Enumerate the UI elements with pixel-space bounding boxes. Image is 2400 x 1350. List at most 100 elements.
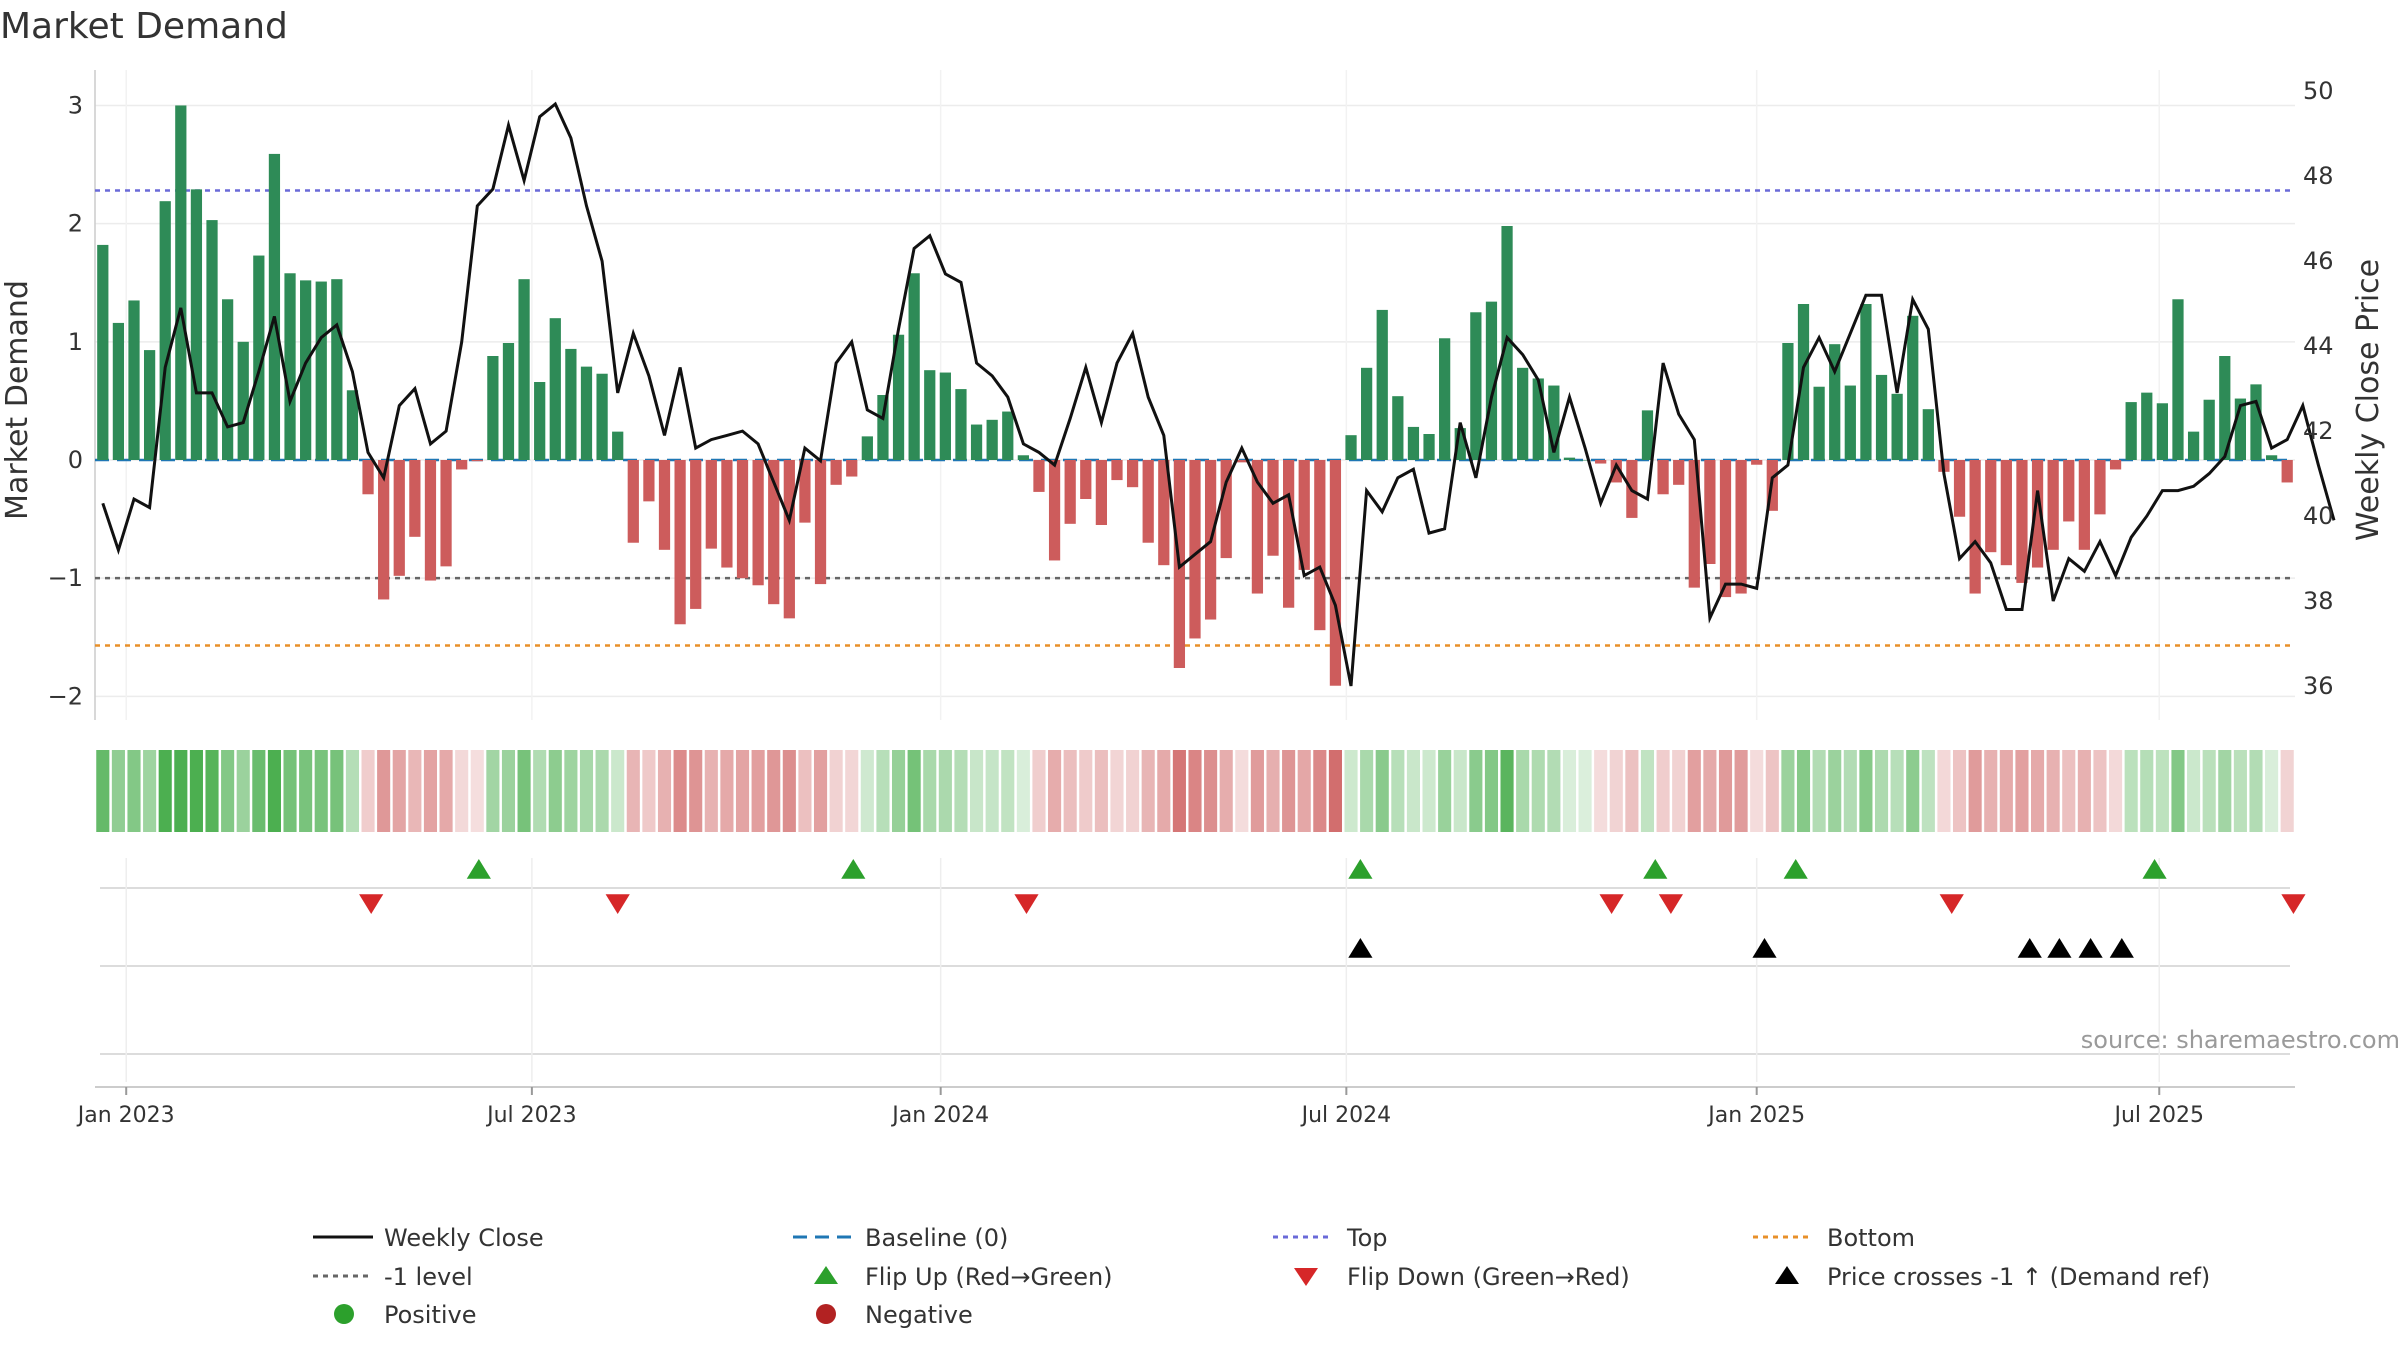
heat-cell (1952, 750, 1967, 832)
demand-bar (799, 460, 811, 523)
demand-bar (2047, 460, 2059, 550)
demand-bar (1969, 460, 1981, 594)
event-rows (100, 858, 2306, 1082)
demand-heat-strip (96, 750, 2294, 832)
demand-bar (1860, 304, 1872, 460)
heat-cell (299, 750, 313, 832)
heat-cell (1235, 750, 1249, 832)
heat-cell (189, 750, 203, 832)
demand-bar (2156, 403, 2168, 460)
demand-bar (487, 356, 499, 460)
heat-cell (1812, 750, 1826, 832)
weekly-close-line (101, 101, 2336, 687)
demand-bar (627, 460, 639, 543)
price-cross-marker (2047, 938, 2072, 958)
heat-cell (1001, 750, 1015, 832)
demand-bar (1548, 385, 1560, 460)
demand-bar (1470, 312, 1482, 460)
right-tick-label: 44 (2303, 332, 2334, 360)
demand-bar (222, 299, 234, 460)
heat-cell (1063, 750, 1077, 832)
demand-bar (1563, 457, 1576, 460)
demand-bar (2063, 460, 2075, 522)
heat-cell (1968, 750, 1982, 832)
chart-title: Market Demand (0, 6, 288, 47)
heat-cell (174, 750, 188, 832)
heat-cell (1687, 750, 1701, 832)
demand-bar (939, 372, 951, 460)
heat-cell (1562, 750, 1577, 832)
x-tick-label: Jul 2025 (2112, 1103, 2204, 1128)
left-tick-label: −2 (48, 682, 83, 710)
demand-bar (159, 201, 171, 460)
heat-cell (1344, 750, 1358, 832)
demand-bar (1095, 460, 1107, 525)
heat-cell (1578, 750, 1592, 832)
heat-cell (517, 750, 531, 832)
legend-flip-up: Flip Up (Red→Green) (865, 1263, 1113, 1291)
demand-bar (2125, 402, 2137, 460)
heat-cell (689, 750, 703, 832)
flip-down-marker (605, 894, 630, 914)
heat-cell (1843, 750, 1857, 832)
demand-bar (986, 419, 998, 460)
demand-bar (1673, 460, 1685, 485)
demand-bar (1985, 460, 1997, 553)
left-axis: 3 2 1 0 −1 −2 (48, 91, 83, 710)
heat-cell (985, 750, 999, 832)
heat-cell (2202, 750, 2216, 832)
legend-negative-icon (816, 1304, 836, 1324)
demand-bar (237, 341, 249, 460)
heat-cell (1313, 750, 1327, 832)
demand-bar (1454, 428, 1466, 460)
demand-bar (1220, 460, 1232, 559)
demand-bar (596, 373, 608, 460)
demand-bar (284, 273, 296, 460)
heat-cell (158, 750, 172, 832)
heat-cell (548, 750, 562, 832)
demand-bar (2031, 460, 2044, 568)
heat-cell (1360, 750, 1374, 832)
heat-cell (1484, 750, 1499, 832)
demand-bar (2187, 431, 2200, 460)
demand-bar (1361, 367, 1373, 460)
demand-bar (143, 350, 156, 460)
heat-cell (267, 750, 281, 832)
heat-cell (236, 750, 250, 832)
heat-cell (2280, 750, 2294, 832)
demand-bar (1376, 309, 1388, 460)
heat-cell (1204, 750, 1218, 832)
legend-weekly-close: Weekly Close (384, 1224, 544, 1252)
demand-bar (1844, 385, 1856, 460)
heat-cell (1890, 750, 1904, 832)
demand-bar (1111, 460, 1123, 481)
legend-negative: Negative (865, 1301, 973, 1329)
heat-cell (533, 750, 547, 832)
demand-bar (1329, 460, 1342, 686)
demand-bar (2234, 398, 2247, 460)
demand-bar (1142, 460, 1154, 543)
demand-bar (658, 460, 671, 550)
demand-bar (846, 460, 858, 477)
heat-cell (564, 750, 578, 832)
x-axis: Jan 2023 Jul 2023 Jan 2024 Jul 2024 Jan 2025… (76, 1086, 2295, 1128)
heat-cell (1110, 750, 1124, 832)
heat-cell (2187, 750, 2201, 832)
demand-bar (409, 460, 421, 537)
demand-bar (924, 370, 936, 460)
heat-cell (1453, 750, 1467, 832)
heat-cell (470, 750, 484, 832)
right-axis: 50 48 46 44 42 40 38 36 (2303, 77, 2334, 700)
demand-bar (1485, 301, 1498, 460)
heat-cell (1188, 750, 1202, 832)
right-tick-label: 48 (2303, 162, 2334, 190)
heat-cell (345, 750, 359, 832)
heat-cell (2031, 750, 2045, 832)
heat-cell (954, 750, 968, 832)
demand-bar (830, 460, 842, 485)
heat-cell (1219, 750, 1233, 832)
demand-bar (440, 460, 452, 567)
demand-bar (814, 460, 827, 585)
demand-bar (955, 389, 967, 460)
demand-bar (378, 460, 390, 600)
